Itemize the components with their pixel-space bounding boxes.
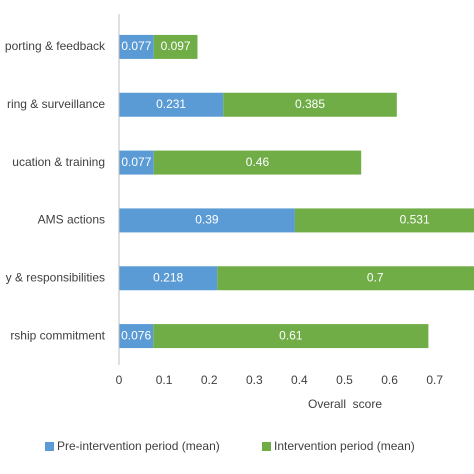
data-label: 0.61 [279,328,303,342]
data-label: 0.218 [153,270,183,284]
y-tick-label: ring & surveillance [7,97,105,111]
x-tick-label: 0.3 [246,373,263,387]
x-tick-label: 0.5 [336,373,353,387]
x-tick-label: 0.1 [156,373,173,387]
x-tick-label: 0.6 [381,373,398,387]
bar-segment [153,150,362,175]
x-tick-label: 0 [116,373,123,387]
data-label: 0.077 [121,155,151,169]
data-label: 0.077 [121,39,151,53]
data-label: 0.097 [161,39,191,53]
legend-label: Pre-intervention period (mean) [57,439,220,453]
bar-segment [153,34,198,59]
bar-segment [217,266,474,291]
data-label: 0.385 [295,97,325,111]
bar-segment [119,34,154,59]
y-tick-label: y & responsibilities [6,270,105,284]
data-label: 0.39 [195,213,219,227]
data-label: 0.46 [246,155,270,169]
y-tick-label: rship commitment [10,328,105,342]
x-tick-label: 0.7 [426,373,443,387]
bar-segment [119,150,154,175]
bar-segment [153,324,429,349]
x-axis-title: Overall score [308,397,382,411]
data-label: 0.231 [156,97,186,111]
data-label: 0.531 [400,213,430,227]
x-tick-label: 0.4 [291,373,308,387]
legend-swatch [45,442,54,451]
legend-label: Intervention period (mean) [274,439,415,453]
y-tick-label: AMS actions [38,213,105,227]
data-label: 0.7 [367,270,384,284]
bar-segment [119,324,154,349]
bar-segment [119,92,224,117]
x-tick-label: 0.2 [201,373,218,387]
bar-segment [294,208,474,233]
legend-swatch [262,442,271,451]
data-label: 0.076 [121,328,151,342]
bar-segment [119,266,218,291]
y-tick-label: porting & feedback [5,39,106,53]
bar-segment [119,208,295,233]
y-tick-label: ucation & training [12,155,105,169]
bar-segment [223,92,397,117]
